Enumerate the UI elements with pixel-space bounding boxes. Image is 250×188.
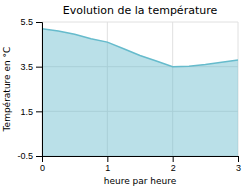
x-tick-mark [107,156,108,162]
x-axis: 0 1 2 3 [40,156,241,173]
grid [42,22,238,156]
x-tick-label: 3 [236,163,241,173]
y-tick: -0.5 [17,151,42,161]
x-tick-label: 0 [40,163,45,173]
y-axis-title: Température en °C [2,47,12,133]
x-tick-mark [173,156,174,162]
y-tick: 5.5 [20,17,42,27]
y-tick-label: 1.5 [20,107,33,117]
y-axis-line [36,23,43,157]
grid-line-y [42,22,238,23]
x-tick: 2 [171,156,176,173]
y-tick-label: 3.5 [20,62,33,72]
y-tick-mark [36,156,42,157]
y-tick: 1.5 [20,107,42,117]
x-tick: 1 [105,156,110,173]
x-tick-label: 1 [105,163,110,173]
line [42,29,238,67]
y-tick: 3.5 [20,62,42,72]
plot-area: 0 1 2 3 -0.5 1.5 3.5 5.5 [17,17,241,173]
y-tick-mark [36,111,42,112]
title: Evolution de la température [63,4,218,17]
x-axis-title: heure par heure [104,176,177,186]
x-axis-line [43,157,239,163]
y-tick-mark [36,22,42,23]
chart-svg: 0 1 2 3 -0.5 1.5 3.5 5.5 Evolution de la tempéra… [0,0,250,188]
y-tick-label: 5.5 [20,17,33,27]
y-tick-mark [36,67,42,68]
x-tick-label: 2 [171,163,176,173]
x-tick-mark [238,156,239,162]
y-tick-label: -0.5 [17,151,33,161]
x-tick: 3 [236,156,241,173]
y-axis: -0.5 1.5 3.5 5.5 [17,17,42,161]
area-fill [42,29,238,156]
x-tick: 0 [40,156,45,173]
marks [42,29,238,156]
